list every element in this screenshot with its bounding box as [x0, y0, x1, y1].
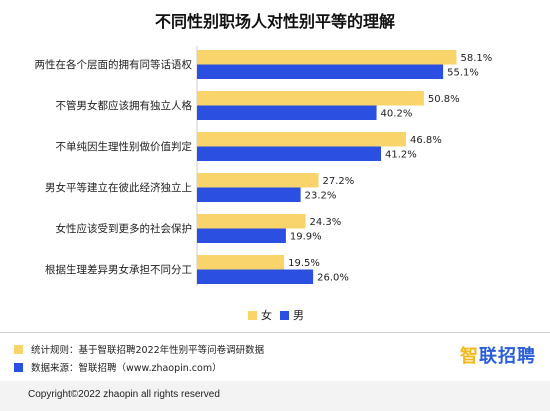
legend: 女 男 [248, 307, 308, 323]
logo-mark: 智 [460, 346, 479, 367]
note-rule-text: 统计规则：基于智联招聘2022年性别平等问卷调研数据 [31, 345, 265, 356]
value-label-female: 46.8% [410, 135, 442, 146]
logo-text: 联招聘 [479, 346, 536, 367]
category-label: 根据生理差异男女承担不同分工 [45, 263, 192, 276]
copyright-text: Copyright©2022 zhaopin all rights reserv… [28, 389, 220, 400]
value-label-male: 41.2% [385, 150, 417, 161]
bar-female [197, 91, 424, 106]
category-label: 不单纯因生理性别做价值判定 [56, 140, 193, 153]
value-label-male: 55.1% [447, 68, 479, 79]
footer-bar [0, 381, 550, 411]
source-notes: 统计规则：基于智联招聘2022年性别平等问卷调研数据 数据来源：智联招聘（www… [14, 340, 264, 376]
legend-label-female: 女 [261, 309, 272, 322]
note-source-swatch [14, 362, 23, 372]
category-label: 女性应该受到更多的社会保护 [56, 222, 193, 235]
category-label: 不管男女都应该拥有独立人格 [56, 99, 193, 112]
bar-female [197, 50, 457, 65]
legend-label-male: 男 [293, 309, 304, 322]
chart-title: 不同性别职场人对性别平等的理解 [154, 12, 395, 31]
category-label: 男女平等建立在彼此经济独立上 [45, 181, 192, 194]
note-source-text: 数据来源：智联招聘（www.zhaopin.com） [31, 363, 222, 374]
bar-female [197, 173, 319, 188]
value-label-female: 19.5% [288, 258, 320, 269]
value-label-male: 26.0% [317, 273, 349, 284]
value-label-female: 50.8% [428, 94, 460, 105]
bar-male [197, 187, 301, 202]
bar-male [197, 64, 444, 79]
bar-female [197, 255, 285, 270]
bar-female [197, 214, 306, 229]
value-label-female: 58.1% [461, 53, 493, 64]
bar-male [197, 146, 382, 161]
value-label-male: 40.2% [381, 109, 413, 120]
bar-male [197, 269, 314, 284]
legend-swatch-male [280, 310, 289, 320]
category-label: 两性在各个层面的拥有同等话语权 [35, 58, 193, 71]
bar-chart: 两性在各个层面的拥有同等话语权 58.1% 55.1% 不管男女都应该拥有独立人格 50… [35, 46, 493, 286]
note-rule: 统计规则：基于智联招聘2022年性别平等问卷调研数据 [14, 340, 264, 358]
note-rule-swatch [14, 344, 23, 354]
bar-male [197, 105, 377, 120]
zhaopin-logo: 智联招聘 [460, 342, 536, 368]
legend-swatch-female [248, 310, 257, 320]
note-source: 数据来源：智联招聘（www.zhaopin.com） [14, 358, 264, 376]
footer-divider [0, 332, 550, 333]
bar-male [197, 228, 286, 243]
value-label-male: 19.9% [290, 232, 322, 243]
value-label-female: 27.2% [322, 176, 354, 187]
bar-female [197, 132, 407, 147]
value-label-male: 23.2% [305, 191, 337, 202]
value-label-female: 24.3% [310, 217, 342, 228]
